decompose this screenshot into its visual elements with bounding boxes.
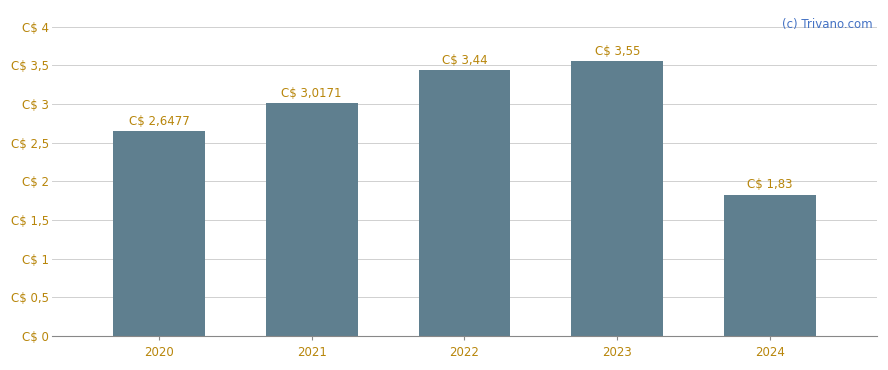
Text: C$ 3,55: C$ 3,55 — [595, 45, 640, 58]
Bar — [266, 102, 358, 336]
Bar — [571, 61, 663, 336]
Text: C$ 3,0171: C$ 3,0171 — [281, 87, 342, 100]
Bar — [418, 70, 511, 336]
Text: C$ 1,83: C$ 1,83 — [747, 178, 793, 191]
Text: (c) Trivano.com: (c) Trivano.com — [782, 18, 873, 31]
Text: C$ 2,6477: C$ 2,6477 — [129, 115, 189, 128]
Bar — [724, 195, 816, 336]
Bar — [113, 131, 205, 336]
Text: C$ 3,44: C$ 3,44 — [441, 54, 488, 67]
